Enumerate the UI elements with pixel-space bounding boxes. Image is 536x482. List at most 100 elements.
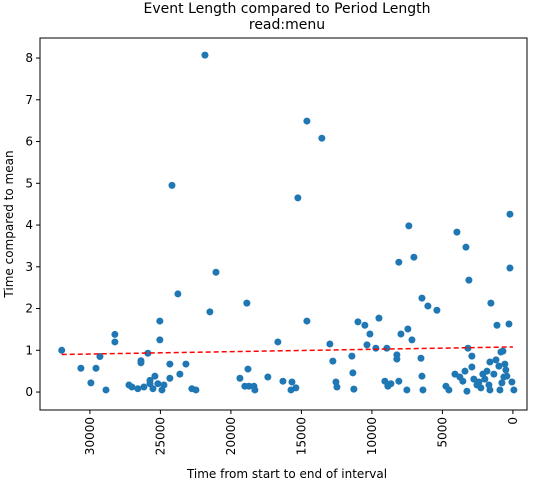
point (495, 362, 503, 370)
point (498, 379, 506, 387)
point (168, 181, 176, 189)
point (361, 321, 369, 329)
point (348, 352, 356, 360)
point (424, 302, 432, 310)
x-tick-label: 0 (506, 417, 520, 425)
point (349, 369, 357, 377)
point (477, 384, 485, 392)
point (87, 379, 95, 387)
point (96, 353, 104, 361)
point (149, 385, 157, 393)
y-tick-label: 5 (25, 176, 33, 190)
point (465, 276, 473, 284)
point (279, 377, 287, 385)
point (111, 330, 119, 338)
point (418, 372, 426, 380)
point (111, 338, 119, 346)
point (468, 363, 476, 371)
point (404, 325, 412, 333)
point (405, 222, 413, 230)
point (459, 377, 467, 385)
y-tick-label: 8 (25, 51, 33, 65)
point (251, 386, 259, 394)
point (134, 385, 142, 393)
trend-line (61, 346, 513, 356)
point (497, 348, 505, 356)
point (508, 378, 516, 386)
point (354, 318, 362, 326)
point (366, 330, 374, 338)
point (418, 294, 426, 302)
point (318, 134, 326, 142)
point (403, 386, 411, 394)
point (350, 385, 358, 393)
point (303, 317, 311, 325)
point (151, 372, 159, 380)
x-tick-label: 5000 (435, 417, 449, 448)
point (128, 383, 136, 391)
y-tick-label: 4 (25, 218, 33, 232)
point (144, 349, 152, 357)
point (470, 375, 478, 383)
point (493, 321, 501, 329)
point (395, 377, 403, 385)
point (410, 253, 418, 261)
point (166, 360, 174, 368)
point (510, 386, 518, 394)
y-tick-label: 7 (25, 93, 33, 107)
y-tick-label: 6 (25, 135, 33, 149)
point (486, 358, 494, 366)
x-tick-label: 30000 (83, 417, 97, 455)
point (506, 210, 514, 218)
y-tick-label: 0 (25, 385, 33, 399)
point (475, 378, 483, 386)
point (506, 264, 514, 272)
point (201, 51, 209, 59)
x-axis-label: Time from start to end of interval (186, 467, 387, 481)
point (481, 375, 489, 383)
point (463, 387, 471, 395)
y-axis-label: Time compared to mean (2, 150, 16, 298)
point (419, 386, 427, 394)
point (154, 380, 162, 388)
point (372, 344, 380, 352)
chart-subtitle: read:menu (249, 17, 325, 33)
point (464, 344, 472, 352)
point (487, 299, 495, 307)
point (417, 354, 425, 362)
point (408, 336, 416, 344)
point (236, 374, 244, 382)
point (383, 344, 391, 352)
point (156, 336, 164, 344)
point (244, 365, 252, 373)
point (58, 346, 66, 354)
x-tick-label: 15000 (294, 417, 308, 455)
point (329, 357, 337, 365)
point (333, 383, 341, 391)
point (294, 194, 302, 202)
point (174, 290, 182, 298)
point (468, 352, 476, 360)
point (395, 258, 403, 266)
point (274, 338, 282, 346)
chart-title: Event Length compared to Period Length (144, 1, 431, 17)
point (92, 364, 100, 372)
point (326, 340, 334, 348)
point (453, 228, 461, 236)
point (77, 364, 85, 372)
point (502, 366, 510, 374)
point (245, 382, 253, 390)
point (243, 299, 251, 307)
point (496, 386, 504, 394)
x-tick-label: 25000 (153, 417, 167, 455)
point (182, 360, 190, 368)
y-tick-label: 3 (25, 260, 33, 274)
point (137, 357, 145, 365)
point (397, 330, 405, 338)
x-tick-label: 20000 (224, 417, 238, 455)
point (176, 370, 184, 378)
plot-frame (39, 37, 528, 411)
point (503, 372, 511, 380)
point (363, 341, 371, 349)
